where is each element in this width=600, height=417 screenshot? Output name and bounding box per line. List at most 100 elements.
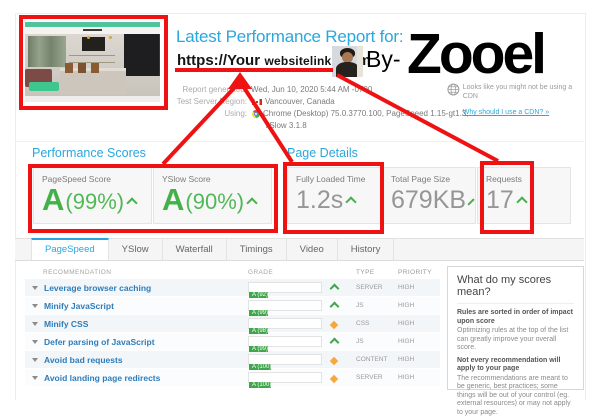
url-part-host: websitelink xyxy=(265,54,332,68)
recommendation-link[interactable]: Leverage browser caching xyxy=(44,283,151,293)
grade-bar: A (98) xyxy=(248,318,322,329)
grade-bar: A (99) xyxy=(248,336,322,347)
header-divider xyxy=(15,141,584,142)
total-page-size-value: 679KB xyxy=(391,187,466,213)
thumb-stool xyxy=(65,63,73,73)
recommendation-link[interactable]: Avoid landing page redirects xyxy=(44,373,160,383)
tab-yslow[interactable]: YSlow xyxy=(109,239,163,260)
row-priority: HIGH xyxy=(398,320,440,327)
cdn-note-text: Looks like you might not be using a CDN xyxy=(463,83,587,101)
thumb-stool2 xyxy=(78,63,86,73)
tab-pagespeed[interactable]: PageSpeed xyxy=(31,238,109,260)
row-type: JS xyxy=(356,302,398,309)
cdn-link[interactable]: Why should I use a CDN? » xyxy=(463,109,549,116)
thumb-fridge-cabinets xyxy=(124,34,160,76)
thumb-cta-button xyxy=(29,82,59,91)
site-screenshot-thumbnail[interactable] xyxy=(25,22,160,102)
row-priority: HIGH xyxy=(398,302,440,309)
table-row[interactable]: Avoid bad requests A (100) CONTENT HIGH xyxy=(25,351,440,368)
diamond-icon xyxy=(330,320,338,328)
performance-scores-heading: Performance Scores xyxy=(32,146,146,160)
tab-history[interactable]: History xyxy=(338,239,395,260)
col-recommendation: RECOMMENDATION xyxy=(25,269,248,276)
watermark-text: Zooel xyxy=(407,21,544,87)
row-priority: HIGH xyxy=(398,284,440,291)
table-header-row: RECOMMENDATION GRADE TYPE PRIORITY xyxy=(25,266,440,279)
explainer-bold: Rules are sorted in order of impact upon… xyxy=(457,309,574,326)
caret-down-icon[interactable] xyxy=(32,340,38,344)
meta-label: Using: xyxy=(150,108,247,120)
meta-label: Report generated: xyxy=(150,84,247,96)
trend-up-icon xyxy=(330,283,340,293)
thumb-shelf xyxy=(69,55,115,56)
caret-down-icon[interactable] xyxy=(32,358,38,362)
canada-flag-icon xyxy=(252,99,262,105)
grade-bar: A (100) xyxy=(248,372,322,383)
table-row[interactable]: Defer parsing of JavaScript A (99) JS HI… xyxy=(25,333,440,350)
col-priority: PRIORITY xyxy=(398,269,440,276)
scores-explainer-title: What do my scores mean? xyxy=(457,274,574,304)
thumb-range-hood xyxy=(82,37,105,51)
trend-up-icon[interactable] xyxy=(468,198,475,205)
tab-video[interactable]: Video xyxy=(287,239,338,260)
meta-value: Chrome (Desktop) 75.0.3770.100, PageSpee… xyxy=(263,108,468,120)
total-page-size-cell: Total Page Size 679KB xyxy=(382,167,476,224)
row-type: CONTENT xyxy=(356,356,398,363)
thumb-stool3 xyxy=(91,63,99,73)
trend-up-icon xyxy=(330,301,340,311)
chrome-icon xyxy=(252,110,260,118)
table-row[interactable]: Leverage browser caching A (92) SERVER H… xyxy=(25,279,440,296)
globe-icon xyxy=(447,83,460,96)
scores-explainer-panel: What do my scores mean? Rules are sorted… xyxy=(447,266,584,390)
trend-up-icon[interactable] xyxy=(516,196,527,207)
trend-up-icon[interactable] xyxy=(126,197,137,208)
trend-up-icon[interactable] xyxy=(346,196,357,207)
page-title: Latest Performance Report for: xyxy=(176,27,403,47)
caret-down-icon[interactable] xyxy=(32,286,38,290)
explainer-text: Optimizing rules at the top of the list … xyxy=(457,327,574,353)
report-meta: Report generated: Wed, Jun 10, 2020 5:44… xyxy=(150,84,468,132)
grade-bar: A (92) xyxy=(248,282,322,293)
row-type: CSS xyxy=(356,320,398,327)
report-tabbar: PageSpeed YSlow Waterfall Timings Video … xyxy=(15,238,584,261)
requests-cell: Requests 17 xyxy=(477,167,571,224)
recommendation-link[interactable]: Minify CSS xyxy=(44,319,88,329)
requests-label: Requests xyxy=(486,174,562,184)
thumb-footer xyxy=(25,96,160,102)
recommendation-link[interactable]: Minify JavaScript xyxy=(44,301,114,311)
caret-down-icon[interactable] xyxy=(32,322,38,326)
table-row[interactable]: Minify JavaScript A (99) JS HIGH xyxy=(25,297,440,314)
pagespeed-percent: (99%) xyxy=(65,190,124,214)
trend-up-icon[interactable] xyxy=(246,197,257,208)
explainer-text: The recommendations are meant to be gene… xyxy=(457,375,574,417)
grade-bar: A (99) xyxy=(248,300,322,311)
fully-loaded-time-label: Fully Loaded Time xyxy=(296,174,372,184)
col-type: TYPE xyxy=(356,269,398,276)
recommendations-table: RECOMMENDATION GRADE TYPE PRIORITY Lever… xyxy=(25,266,440,387)
recommendation-link[interactable]: Avoid bad requests xyxy=(44,355,123,365)
trend-up-icon xyxy=(330,337,340,347)
fully-loaded-time-cell: Fully Loaded Time 1.2s xyxy=(287,167,381,224)
yslow-score-cell: YSlow Score A (90%) xyxy=(153,167,272,224)
avatar-body xyxy=(336,62,359,77)
caret-down-icon[interactable] xyxy=(32,376,38,380)
cdn-notice: Looks like you might not be using a CDN … xyxy=(447,83,587,119)
requests-value: 17 xyxy=(486,187,514,213)
tab-timings[interactable]: Timings xyxy=(227,239,287,260)
thumb-logo xyxy=(83,29,102,31)
row-type: SERVER xyxy=(356,284,398,291)
caret-down-icon[interactable] xyxy=(32,304,38,308)
fully-loaded-time-value: 1.2s xyxy=(296,187,343,213)
url-part-scheme: https://Your xyxy=(177,52,260,69)
tab-waterfall[interactable]: Waterfall xyxy=(163,239,227,260)
table-row[interactable]: Minify CSS A (98) CSS HIGH xyxy=(25,315,440,332)
row-type: JS xyxy=(356,338,398,345)
row-priority: HIGH xyxy=(398,374,440,381)
diamond-icon xyxy=(330,356,338,364)
row-priority: HIGH xyxy=(398,338,440,345)
yslow-grade: A xyxy=(162,186,184,214)
yslow-percent: (90%) xyxy=(185,190,244,214)
diamond-icon xyxy=(330,374,338,382)
table-row[interactable]: Avoid landing page redirects A (100) SER… xyxy=(25,369,440,386)
recommendation-link[interactable]: Defer parsing of JavaScript xyxy=(44,337,155,347)
